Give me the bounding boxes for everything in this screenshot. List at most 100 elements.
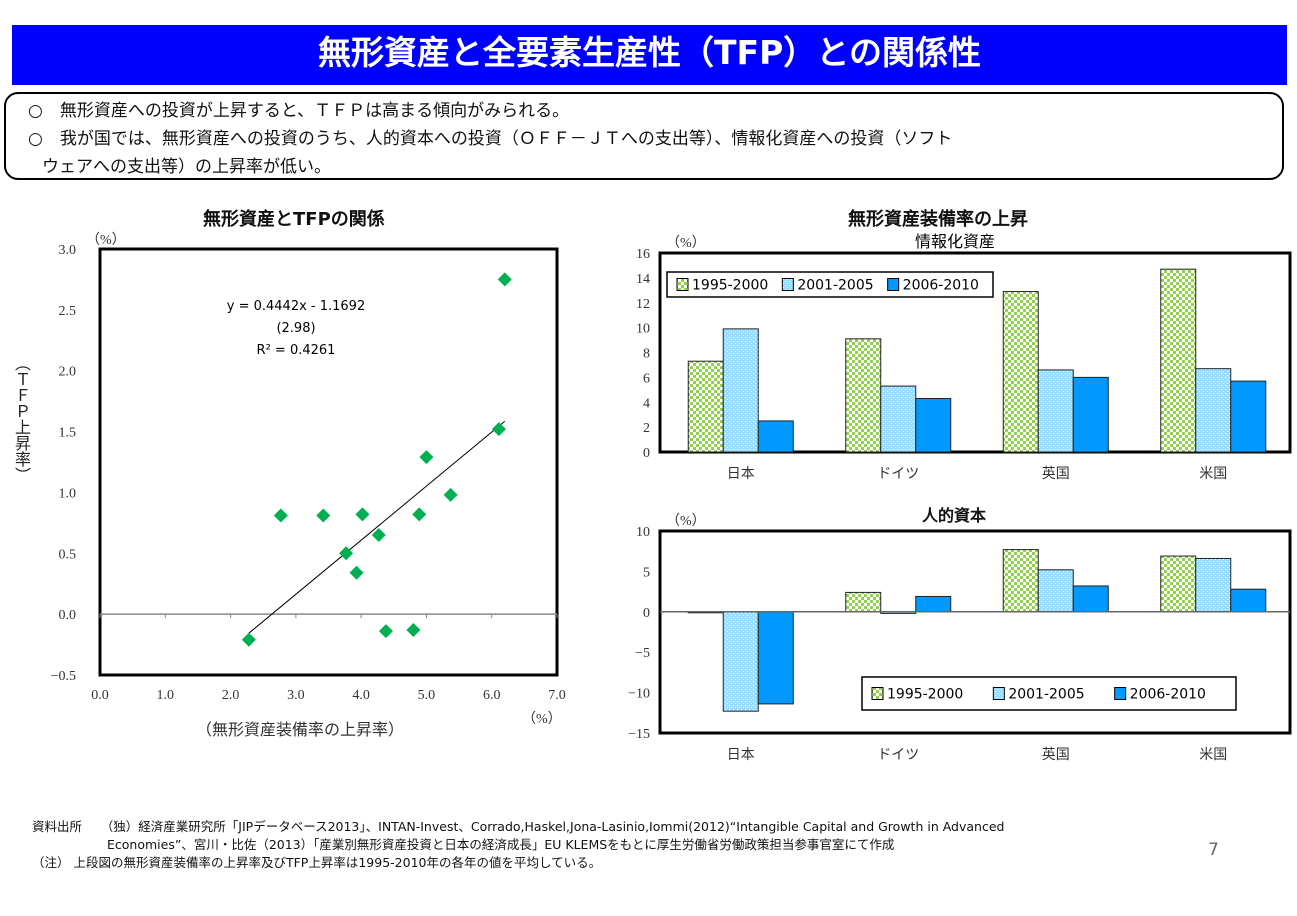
scatter-y-label: （ＴＦＰ上昇率）	[12, 355, 29, 483]
scatter-point	[497, 272, 512, 287]
legend-swatch	[871, 687, 884, 700]
y-tick-label: 1.5	[59, 426, 77, 441]
category-label: 日本	[727, 747, 755, 763]
category-label: ドイツ	[877, 748, 919, 763]
plot-frame	[98, 247, 559, 677]
bar-1995-2000	[1160, 555, 1197, 613]
bar-chart-2-subtitle: 人的資本	[922, 506, 987, 525]
scatter-point	[491, 422, 506, 437]
bar-1995-2000	[1002, 549, 1039, 613]
bar-2006-2010	[1072, 585, 1109, 613]
bar-1995-2000	[845, 338, 882, 453]
y-tick-label: −5	[635, 646, 650, 661]
bar-2001-2005	[1037, 569, 1074, 613]
x-tick-label: 7.0	[548, 688, 566, 703]
bar-2006-2010	[1230, 380, 1267, 453]
category-label: 日本	[727, 466, 755, 482]
bar-chart-title: 無形資産装備率の上昇	[848, 209, 1028, 230]
regression-annotation: y = 0.4442x - 1.1692	[227, 299, 365, 314]
source-label: 資料出所	[32, 819, 83, 834]
legend-label: 2001-2005	[797, 278, 873, 294]
scatter-point	[412, 507, 427, 522]
summary-text: 我が国では、無形資産への投資のうち、人的資本への投資（ＯＦＦ－ＪＴへの支出等）、…	[59, 129, 953, 149]
scatter-point	[339, 546, 354, 561]
bullet-icon: ○	[28, 101, 43, 121]
x-tick-label: 2.0	[222, 688, 240, 703]
legend-box	[861, 676, 1237, 711]
x-unit-label: （%）	[522, 711, 562, 727]
bar-1995-2000	[687, 360, 724, 453]
scatter-point	[443, 487, 458, 502]
bar-chart-1-subtitle: 情報化資産	[915, 232, 996, 251]
scatter-title: 無形資産とTFPの関係	[203, 209, 385, 230]
x-tick-label: 5.0	[418, 688, 436, 703]
y-unit-label: （%）	[666, 513, 706, 529]
bar-1995-2000	[1002, 291, 1039, 453]
scatter-chart: 0.0 1.0 2.0 3.0 4.0 5.0 6.0 7.0 3.0 2.5 2.0 1.5 1.0 0…	[51, 232, 566, 739]
legend-label: 2006-2010	[903, 278, 979, 294]
y-tick-label: −10	[628, 687, 650, 702]
y-unit-label: （%）	[86, 232, 126, 248]
legend-label: 1995-2000	[887, 687, 963, 703]
slide-title: 無形資産と全要素生産性（TFP）との関係性	[12, 25, 1287, 85]
regression-annotation: (2.98)	[276, 321, 315, 336]
scatter-point	[371, 528, 386, 543]
bar-2001-2005	[722, 328, 759, 453]
y-tick-label: −15	[628, 727, 650, 742]
scatter-point	[406, 622, 421, 637]
bar-2001-2005	[1195, 557, 1232, 613]
category-label: 米国	[1199, 747, 1227, 763]
y-unit-label: （%）	[666, 235, 706, 251]
category-label: 米国	[1199, 466, 1227, 482]
source-text: （独）経済産業研究所「JIPデータベース2013」、INTAN-Invest、C…	[107, 819, 1005, 834]
y-tick-label: 14	[636, 272, 650, 287]
summary-text: 無形資産への投資が上昇すると、ＴＦＰは高まる傾向がみられる。	[59, 101, 570, 121]
y-tick-label: 12	[636, 297, 650, 312]
y-tick-label: 6	[643, 371, 650, 386]
y-tick-label: 1.0	[59, 486, 77, 501]
summary-box: ○ 無形資産への投資が上昇すると、ＴＦＰは高まる傾向がみられる。 ○ 我が国では…	[4, 92, 1284, 180]
charts-svg: 0.0 1.0 2.0 3.0 4.0 5.0 6.0 7.0 3.0 2.5 2.0 1.5 1.0 0…	[51, 232, 1292, 763]
x-axis-label: （無形資産装備率の上昇率）	[196, 721, 404, 739]
y-tick-label: 0.5	[59, 547, 77, 562]
legend-swatch	[887, 278, 900, 291]
scatter-point	[241, 632, 256, 647]
legend-box	[666, 271, 994, 298]
source-text-cont: Economies”、宮川・比佐（2013）「産業別無形資産投資と日本の経済成長…	[107, 837, 895, 852]
bar-1995-2000	[845, 591, 882, 613]
y-tick-label: 0	[643, 606, 650, 621]
summary-point-2-cont: ウェアへの支出等）の上昇率が低い。	[42, 157, 331, 177]
scatter-point	[419, 450, 434, 465]
y-tick-label: −0.5	[51, 669, 76, 684]
y-tick-label: 5	[643, 565, 650, 580]
category-label: 英国	[1042, 465, 1070, 482]
legend-swatch	[992, 687, 1005, 700]
y-tick-label: 10	[636, 525, 650, 540]
bar-2006-2010	[915, 398, 952, 453]
regression-annotation: R² = 0.4261	[257, 343, 336, 358]
bar-chart-human-capital: 10 5 0 −5 −10 −15 （%） 日本 ドイツ 英国 米国 1995-2000 2001-20…	[628, 513, 1292, 763]
summary-point-2: ○ 我が国では、無形資産への投資のうち、人的資本への投資（ＯＦＦ－ＪＴへの支出等…	[28, 125, 1282, 153]
x-tick-label: 1.0	[157, 688, 175, 703]
scatter-point	[273, 508, 288, 523]
y-tick-label: 2.0	[59, 365, 77, 380]
category-label: ドイツ	[877, 467, 919, 482]
note-text: （注） 上段図の無形資産装備率の上昇率及びTFP上昇率は1995-2010年の各…	[32, 855, 602, 870]
x-tick-label: 3.0	[287, 688, 305, 703]
legend-label: 2006-2010	[1130, 687, 1206, 703]
bullet-icon: ○	[28, 129, 43, 149]
bar-2001-2005	[1037, 369, 1074, 453]
legend-swatch	[1114, 687, 1127, 700]
legend-label: 2001-2005	[1008, 687, 1084, 703]
bar-2001-2005	[1195, 368, 1232, 453]
category-label: 英国	[1042, 746, 1070, 763]
bar-2006-2010	[1072, 376, 1109, 453]
legend-swatch	[676, 278, 689, 291]
x-tick-label: 4.0	[352, 688, 370, 703]
bar-2001-2005	[880, 385, 917, 453]
bar-2006-2010	[757, 420, 794, 453]
y-tick-label: 0	[643, 446, 650, 461]
scatter-point	[316, 508, 331, 523]
y-tick-label: 4	[643, 396, 650, 411]
y-tick-label: 16	[636, 247, 650, 262]
